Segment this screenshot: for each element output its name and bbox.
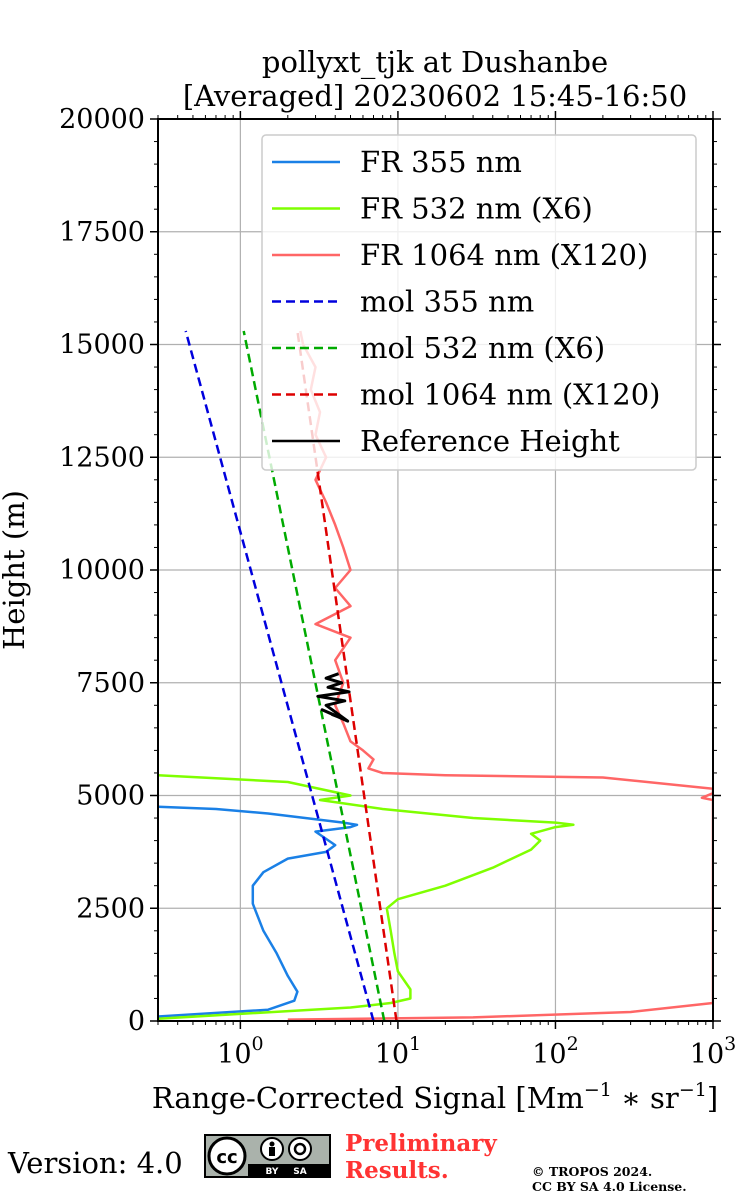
version-label: Version: 4.0	[8, 1146, 183, 1180]
series-line-0	[158, 805, 359, 1018]
x-tick-label: 100	[217, 1033, 263, 1070]
legend-label-2: FR 1064 nm (X120)	[360, 238, 648, 272]
legend-label-3: mol 355 nm	[360, 285, 534, 319]
y-tick-label: 5000	[76, 781, 145, 812]
y-tick-label: 15000	[59, 330, 145, 361]
preliminary-line1: Preliminary	[345, 1130, 497, 1157]
y-tick-label: 0	[128, 1006, 145, 1037]
by-label: BY	[266, 1167, 279, 1177]
series-line-4	[242, 330, 386, 1021]
y-tick-label: 2500	[76, 893, 145, 924]
y-tick-label: 17500	[59, 217, 145, 248]
x-tick-label: 102	[532, 1033, 578, 1070]
copyright-note: © TROPOS 2024. CC BY SA 4.0 License.	[532, 1164, 687, 1194]
axis-ticks	[150, 111, 721, 1029]
x-axis-label-sup2: −1	[679, 1079, 707, 1101]
copyright-line1: © TROPOS 2024.	[532, 1164, 653, 1179]
copyright-line2: CC BY SA 4.0 License.	[532, 1179, 687, 1194]
x-tick-label: 103	[690, 1033, 736, 1070]
legend: FR 355 nm FR 532 nm (X6) FR 1064 nm (X120)…	[261, 134, 697, 471]
x-axis-label-main: Range-Corrected Signal [Mm	[152, 1081, 584, 1115]
x-axis-label: Range-Corrected Signal [Mm−1 ∗ sr−1]	[152, 1079, 718, 1115]
legend-label-1: FR 532 nm (X6)	[360, 192, 593, 226]
y-tick-label: 7500	[76, 668, 145, 699]
legend-label-6: Reference Height	[360, 424, 620, 458]
legend-label-0: FR 355 nm	[360, 145, 522, 179]
series-line-1	[158, 773, 575, 1020]
y-tick-label: 10000	[59, 555, 145, 586]
sa-icon	[288, 1137, 312, 1161]
chart-subtitle: [Averaged] 20230602 15:45-16:50	[183, 79, 687, 113]
y-tick-label: 20000	[59, 104, 145, 135]
cc-icon	[207, 1136, 247, 1176]
x-axis-label-sup1: −1	[584, 1079, 612, 1101]
x-tick-label: 101	[375, 1033, 421, 1070]
legend-box	[261, 134, 697, 471]
sa-label: SA	[293, 1167, 306, 1177]
chart: 100 101 102 103 0 2500 5000 7500 10000 12500 1500…	[0, 45, 736, 1115]
cc-icon-label: cc	[216, 1147, 237, 1168]
x-axis-label-end: ]	[707, 1081, 718, 1115]
legend-label-5: mol 1064 nm (X120)	[360, 378, 661, 412]
preliminary-note: Preliminary Results.	[345, 1130, 497, 1184]
cc-by-sa-badge: cc BY SA	[204, 1134, 331, 1178]
x-axis-label-mid: ∗ sr	[612, 1081, 679, 1115]
legend-label-4: mol 532 nm (X6)	[360, 331, 605, 365]
chart-title: pollyxt_tjk at Dushanbe	[262, 45, 608, 80]
preliminary-line2: Results.	[345, 1157, 449, 1184]
series-line-6	[316, 672, 351, 723]
y-tick-label: 12500	[59, 442, 145, 473]
series-line-3	[184, 330, 375, 1021]
x-tick-labels: 100 101 102 103	[217, 1033, 736, 1070]
y-axis-label: Height (m)	[0, 490, 31, 650]
y-tick-labels: 0 2500 5000 7500 10000 12500 15000 17500 20000	[59, 104, 145, 1037]
